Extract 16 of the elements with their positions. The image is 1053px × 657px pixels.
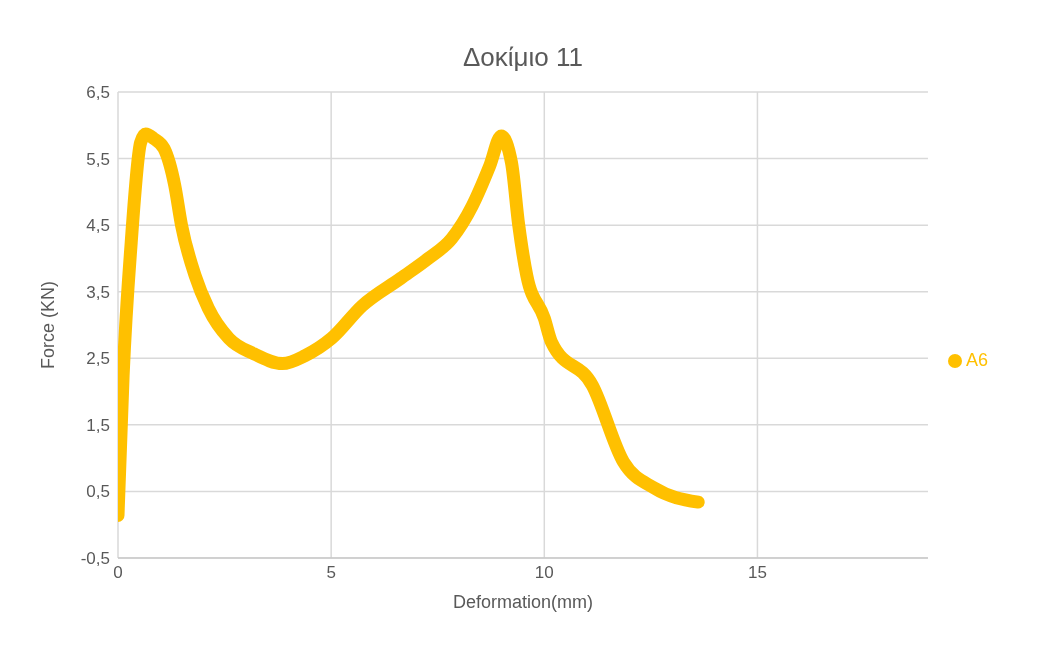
x-tick-label: 15 bbox=[747, 563, 767, 583]
y-tick-label: 3,5 bbox=[86, 282, 110, 302]
x-tick-label: 0 bbox=[113, 563, 123, 583]
y-tick-label: 4,5 bbox=[86, 216, 110, 236]
chart-title: Δοκίμιο 11 bbox=[461, 41, 584, 74]
y-tick-label: -0,5 bbox=[80, 549, 110, 569]
y-axis-title: Force (KN) bbox=[38, 280, 59, 370]
y-tick-label: 2,5 bbox=[86, 349, 110, 369]
y-tick-label: 1,5 bbox=[86, 415, 110, 435]
y-tick-label: 5,5 bbox=[86, 149, 110, 169]
legend-label: A6 bbox=[965, 349, 988, 370]
x-tick-label: 5 bbox=[326, 563, 336, 583]
x-axis-title: Deformation(mm) bbox=[452, 592, 593, 612]
x-tick-label: 10 bbox=[534, 563, 554, 583]
y-tick-label: 6,5 bbox=[86, 83, 110, 103]
y-tick-label: 0,5 bbox=[86, 482, 110, 502]
